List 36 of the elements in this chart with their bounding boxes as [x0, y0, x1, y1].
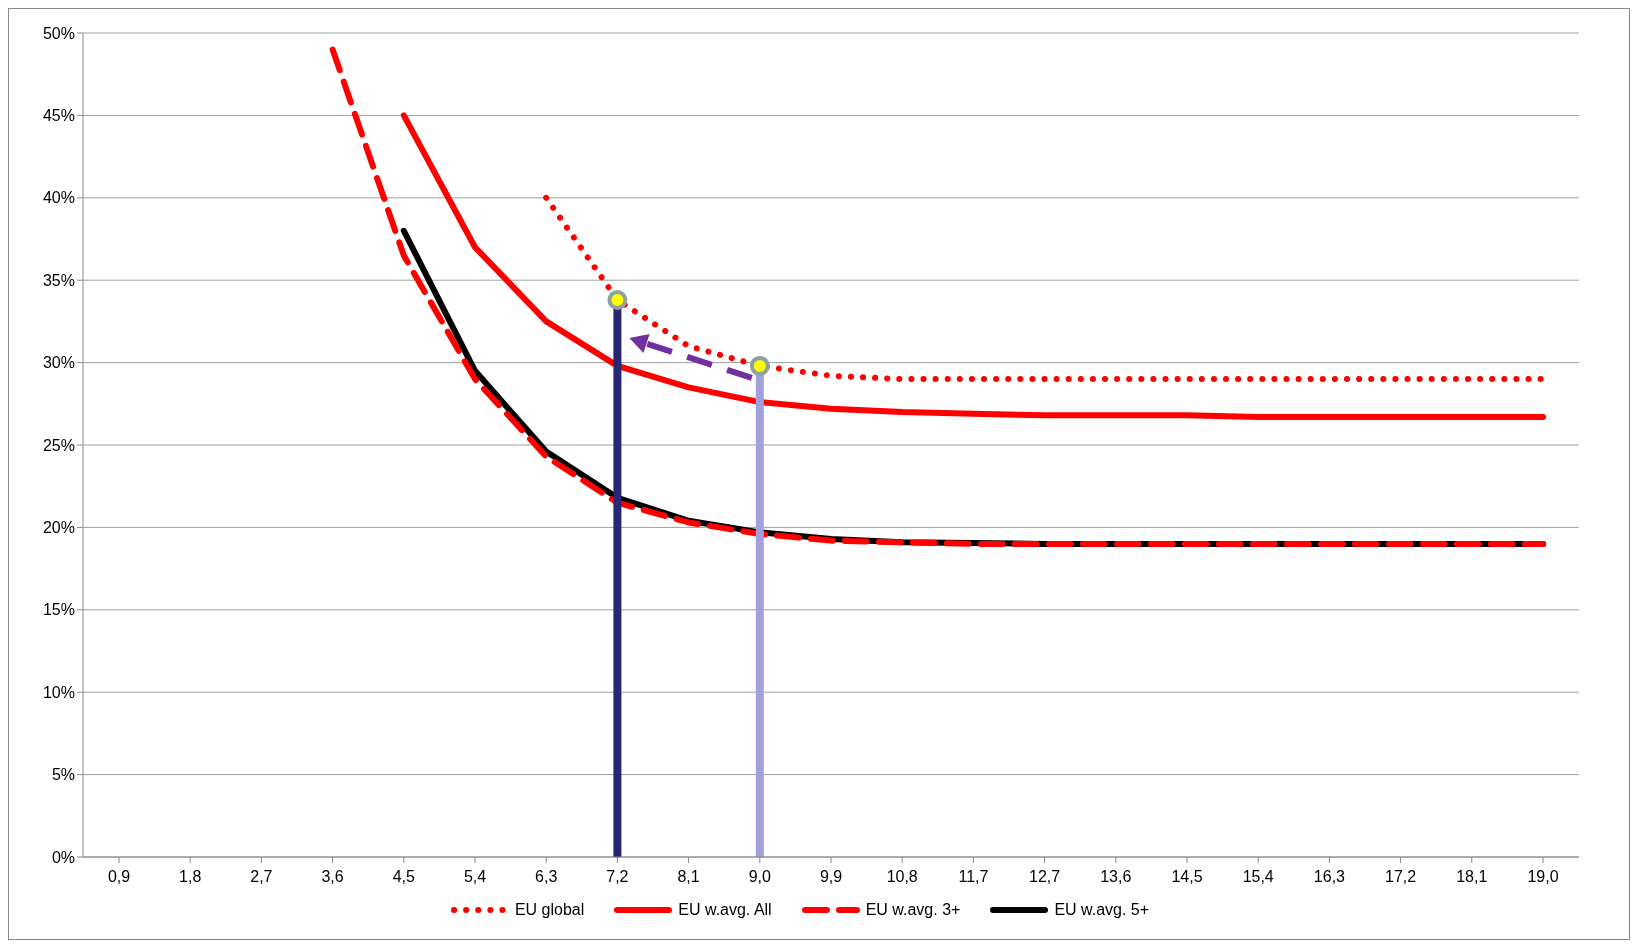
legend-label: EU w.avg. All	[678, 901, 772, 919]
y-tick-label: 30%	[42, 354, 75, 372]
x-tick-label: 12,7	[1029, 868, 1061, 886]
legend-label: EU w.avg. 3+	[865, 901, 961, 919]
x-tick-label: 9,9	[819, 868, 843, 886]
x-tick-label: 8,1	[677, 868, 700, 886]
x-tick-label: 5,4	[463, 868, 487, 886]
x-tick-label: 17,2	[1385, 868, 1417, 886]
x-tick-label: 0,9	[107, 868, 131, 886]
y-tick-label: 5%	[51, 766, 75, 784]
x-tick-label: 3,6	[321, 868, 344, 886]
x-tick-label: 19,0	[1527, 868, 1559, 886]
x-tick-label: 9,0	[748, 868, 772, 886]
y-tick-label: 40%	[42, 189, 75, 207]
x-tick-label: 16,3	[1313, 868, 1346, 886]
x-tick-label: 18,1	[1456, 868, 1488, 886]
x-tick-label: 14,5	[1171, 868, 1203, 886]
y-tick-label: 35%	[42, 271, 75, 289]
x-tick-label: 1,8	[179, 868, 202, 886]
x-tick-label: 15,4	[1242, 868, 1274, 886]
y-tick-label: 0%	[51, 848, 75, 866]
x-tick-label: 13,6	[1100, 868, 1132, 886]
legend-label: EU w.avg. 5+	[1054, 901, 1150, 919]
x-tick-label: 7,2	[606, 868, 629, 886]
y-tick-label: 15%	[42, 601, 75, 619]
x-tick-label: 6,3	[535, 868, 558, 886]
legend-label: EU global	[514, 901, 585, 919]
x-tick-label: 10,8	[886, 868, 918, 886]
y-tick-label: 20%	[42, 519, 75, 537]
x-tick-label: 4,5	[392, 868, 416, 886]
y-tick-label: 50%	[42, 24, 75, 42]
y-tick-label: 45%	[42, 107, 75, 125]
y-tick-label: 10%	[42, 683, 75, 701]
y-tick-label: 25%	[42, 436, 75, 454]
x-tick-label: 11,7	[958, 868, 989, 886]
x-tick-label: 2,7	[250, 868, 273, 886]
